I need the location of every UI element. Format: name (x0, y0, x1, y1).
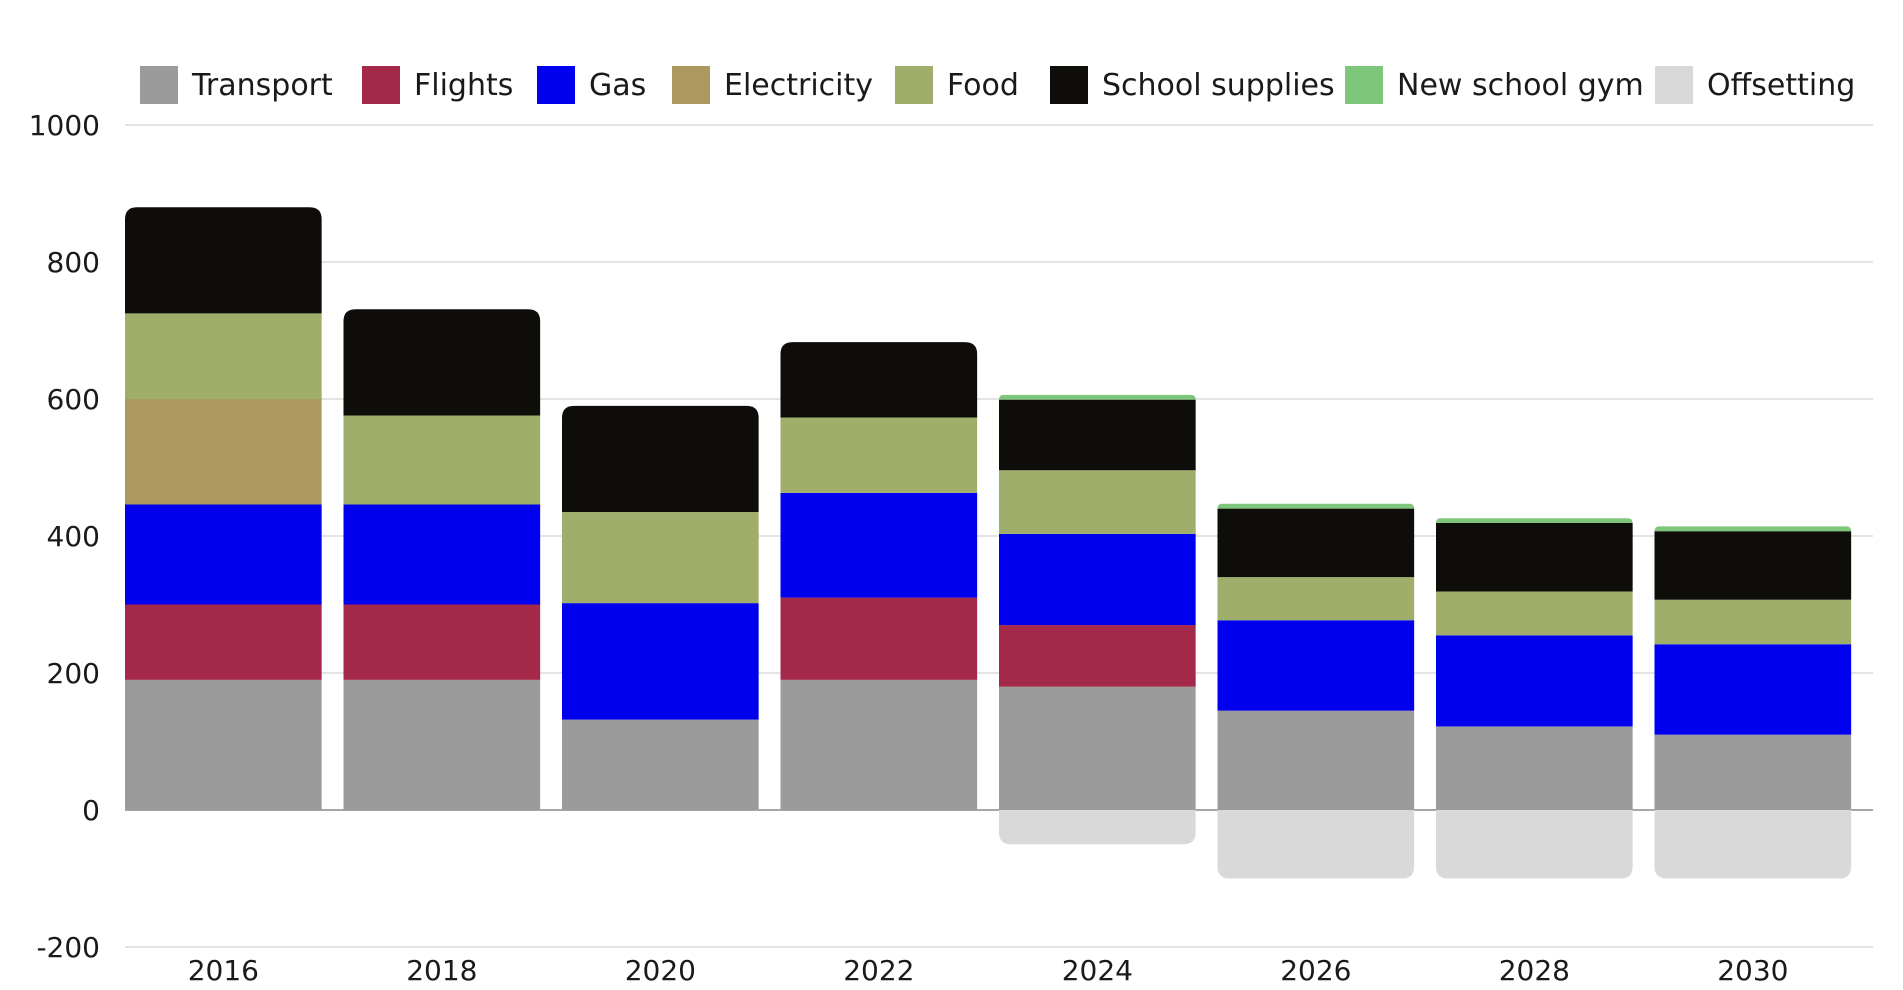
bar-gas-2018 (343, 504, 541, 605)
bar-gas-2026 (1217, 620, 1415, 711)
bar-school-supplies-2016 (125, 207, 322, 314)
bar-flights-2018 (343, 604, 541, 680)
bar-gas-2030 (1654, 644, 1852, 735)
bar-gas-2020 (562, 603, 759, 720)
legend-swatch (1050, 66, 1088, 104)
bar-school-supplies-2024 (999, 399, 1196, 471)
bar-flights-2016 (125, 604, 322, 680)
legend-swatch (362, 66, 400, 104)
bar-food-2024 (999, 470, 1196, 534)
legend-label: Food (947, 67, 1019, 103)
chart-legend: Transport Flights Gas Electricity Food School… (0, 60, 1903, 110)
bar-group-2018 (343, 309, 541, 810)
legend-item-flights: Flights (362, 60, 513, 110)
bar-group-2026 (1217, 503, 1415, 879)
x-tick-label: 2028 (1499, 954, 1570, 987)
bar-gas-2024 (999, 533, 1196, 626)
legend-swatch (1655, 66, 1693, 104)
bar-group-2028 (1436, 518, 1633, 879)
legend-label: New school gym (1397, 67, 1644, 103)
bar-transport-2020 (562, 719, 759, 810)
bar-new-school-gym-2026 (1217, 503, 1415, 509)
legend-label: Offsetting (1707, 67, 1856, 103)
y-tick-label: -200 (36, 931, 100, 964)
legend-swatch (672, 66, 710, 104)
bar-transport-2030 (1654, 734, 1852, 810)
bar-offsetting-2026 (1217, 810, 1415, 879)
legend-item-school-supplies: School supplies (1050, 60, 1335, 110)
legend-label: School supplies (1102, 67, 1335, 103)
bar-food-2016 (125, 313, 322, 399)
bar-transport-2022 (780, 679, 978, 810)
bar-food-2026 (1217, 577, 1415, 621)
bar-transport-2018 (343, 679, 541, 810)
bar-group-2030 (1654, 526, 1852, 879)
bar-transport-2026 (1217, 710, 1415, 810)
legend-item-offsetting: Offsetting (1655, 60, 1855, 110)
bar-offsetting-2028 (1436, 810, 1633, 879)
bar-school-supplies-2030 (1654, 531, 1852, 600)
bar-gas-2016 (125, 504, 322, 605)
y-tick-label: 0 (82, 794, 100, 827)
bar-electricity-2016 (125, 399, 322, 505)
x-tick-label: 2030 (1717, 954, 1788, 987)
bar-new-school-gym-2030 (1654, 526, 1852, 532)
legend-label: Electricity (724, 67, 874, 103)
x-tick-label: 2020 (625, 954, 696, 987)
legend-item-food: Food (895, 60, 1019, 110)
bar-food-2020 (562, 512, 759, 604)
y-tick-label: 600 (47, 383, 100, 416)
bar-offsetting-2024 (999, 810, 1196, 845)
bar-school-supplies-2022 (780, 342, 978, 418)
y-tick-label: 200 (47, 657, 100, 690)
x-tick-label: 2026 (1280, 954, 1351, 987)
bar-food-2018 (343, 415, 541, 505)
bar-transport-2024 (999, 686, 1196, 810)
legend-label: Transport (192, 67, 333, 103)
legend-label: Flights (414, 67, 514, 103)
legend-item-electricity: Electricity (672, 60, 873, 110)
x-tick-label: 2016 (188, 954, 259, 987)
legend-swatch (1345, 66, 1383, 104)
bar-offsetting-2030 (1654, 810, 1852, 879)
legend-item-transport: Transport (140, 60, 333, 110)
x-tick-label: 2018 (406, 954, 477, 987)
bar-flights-2024 (999, 625, 1196, 687)
bar-school-supplies-2026 (1217, 508, 1415, 578)
legend-swatch (895, 66, 933, 104)
bar-transport-2028 (1436, 726, 1633, 810)
bar-food-2030 (1654, 599, 1852, 645)
bar-transport-2016 (125, 679, 322, 810)
bar-flights-2022 (780, 597, 978, 680)
bar-food-2028 (1436, 591, 1633, 636)
bar-school-supplies-2028 (1436, 522, 1633, 592)
bar-group-2020 (562, 405, 759, 810)
y-tick-label: 1000 (29, 109, 100, 142)
bar-group-2024 (999, 394, 1196, 845)
x-tick-label: 2022 (843, 954, 914, 987)
y-tick-label: 800 (47, 246, 100, 279)
bar-group-2022 (780, 342, 978, 810)
bar-gas-2028 (1436, 635, 1633, 727)
bar-gas-2022 (780, 492, 978, 598)
bar-new-school-gym-2028 (1436, 518, 1633, 523)
legend-item-new-school-gym: New school gym (1345, 60, 1644, 110)
y-tick-label: 400 (47, 520, 100, 553)
bar-school-supplies-2018 (343, 309, 541, 416)
legend-swatch (140, 66, 178, 104)
legend-swatch (537, 66, 575, 104)
legend-label: Gas (589, 67, 647, 103)
legend-item-gas: Gas (537, 60, 646, 110)
bar-food-2022 (780, 417, 978, 493)
x-tick-label: 2024 (1062, 954, 1133, 987)
bar-new-school-gym-2024 (999, 394, 1196, 400)
bar-school-supplies-2020 (562, 405, 759, 513)
bar-group-2016 (125, 207, 322, 810)
